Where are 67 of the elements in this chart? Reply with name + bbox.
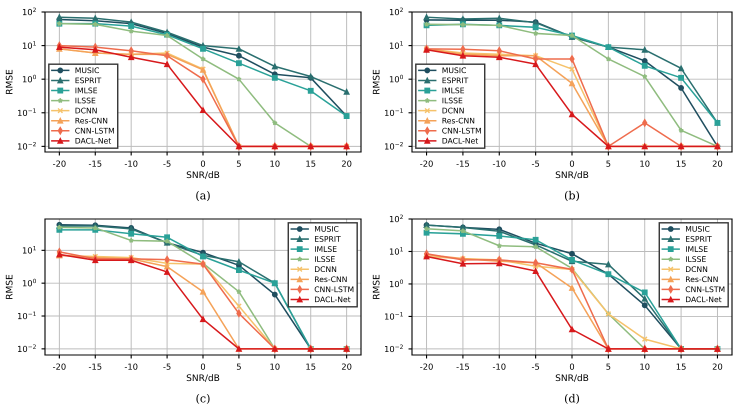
y-tick-label: 10$^{1}$ [22,41,36,49]
x-tick-label: -5 [532,160,540,167]
y-tick-label: 10$^{−2}$ [18,344,36,352]
y-tick-label: 10$^{0}$ [22,278,36,286]
x-tick-label: 20 [342,160,352,167]
x-tick-label: -5 [163,364,171,370]
x-tick-label: 5 [606,364,610,370]
x-tick-label: 20 [712,160,722,167]
x-tick-label: -15 [88,160,102,167]
x-tick-label: 0 [200,363,206,370]
x-axis-title: SNR/dB [186,374,220,382]
y-tick-label: 10$^{−2}$ [18,142,36,150]
x-tick-label: 15 [306,364,316,370]
y-tick-label: 10$^{1}$ [22,246,36,254]
x-tick-label: -10 [492,160,506,167]
y-tick-label: 10$^{−1}$ [18,312,36,320]
x-tick-label: -10 [124,160,138,167]
y-tick-label: 10$^{1}$ [390,41,403,49]
y-tick-label: 10$^{−1}$ [385,312,403,320]
x-tick-label: 0 [200,160,206,167]
x-tick-label: -15 [456,364,469,370]
x-axis-title: SNR/dB [556,374,588,382]
x-tick-label: -5 [163,160,171,167]
y-tick-label: 10$^{0}$ [390,74,404,82]
x-tick-label: 20 [342,363,352,370]
x-tick-label: 15 [676,160,686,167]
x-tick-label: 5 [236,160,241,167]
x-tick-label: 5 [236,364,241,370]
y-tick-label: 10$^{2}$ [22,8,36,16]
y-tick-label: 10$^{−1}$ [385,108,403,116]
y-tick-label: 10$^{−2}$ [385,142,403,150]
x-tick-label: -15 [456,160,469,167]
x-tick-label: 0 [570,160,574,167]
x-axis-title: SNR/dB [186,171,220,179]
y-axis-title: RMSE [6,70,13,94]
y-tick-label: 10$^{2}$ [390,214,403,222]
x-tick-label: -10 [124,363,138,370]
y-axis-title: RMSE [372,70,380,94]
text: (d) [564,394,580,404]
x-tick-label: 10 [640,363,650,370]
x-tick-label: -20 [420,363,433,370]
text: (c) [196,394,210,404]
x-tick-label: -20 [52,160,66,167]
x-axis-title: SNR/dB [556,171,588,179]
y-tick-label: 10$^{1}$ [390,247,403,255]
x-tick-label: 10 [270,363,280,370]
x-tick-label: 5 [606,160,610,167]
x-tick-label: -20 [420,160,433,167]
x-tick-label: -15 [88,364,102,370]
y-tick-label: 10$^{−2}$ [385,344,403,352]
y-tick-label: 10$^{−1}$ [18,108,36,116]
x-tick-label: -20 [52,363,66,370]
y-tick-label: 10$^{0}$ [22,74,36,82]
text: (a) [196,190,210,202]
x-tick-label: 0 [570,363,574,370]
text: (b) [564,190,580,202]
x-tick-label: 10 [270,160,280,167]
x-tick-label: 15 [676,364,686,370]
x-tick-label: -5 [532,364,540,370]
y-tick-label: 10$^{0}$ [390,280,404,288]
y-axis-title: RMSE [6,274,13,299]
x-tick-label: 15 [306,160,316,167]
y-axis-title: RMSE [372,274,380,299]
x-tick-label: 10 [640,160,650,167]
y-tick-label: 10$^{2}$ [390,8,403,16]
x-tick-label: -10 [492,363,506,370]
x-tick-label: 20 [712,363,722,370]
